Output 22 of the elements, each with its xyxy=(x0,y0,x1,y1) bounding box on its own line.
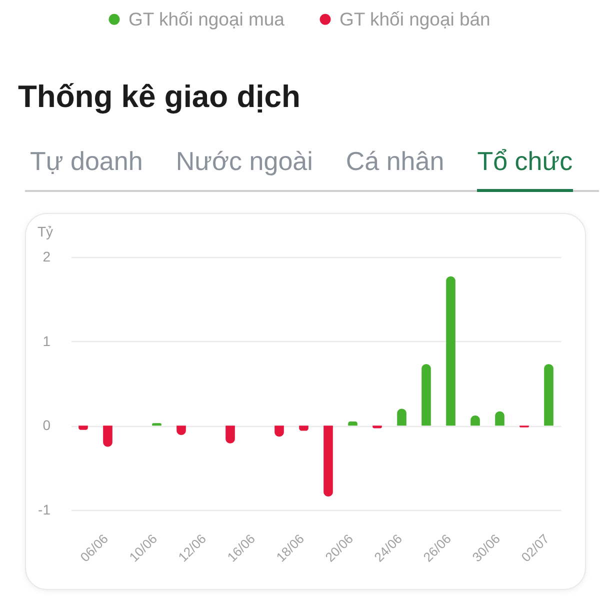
y-axis-title: Tỷ xyxy=(38,224,54,240)
bar xyxy=(152,423,162,426)
bar xyxy=(446,276,456,426)
y-tick-label: -1 xyxy=(38,502,51,518)
y-tick-label: 1 xyxy=(42,332,51,349)
bar xyxy=(103,426,112,447)
bar xyxy=(226,426,235,444)
bar xyxy=(544,364,554,426)
bar xyxy=(397,408,406,426)
text: Tự doanh xyxy=(30,146,143,177)
bar xyxy=(372,426,382,428)
y-tick-label: 2 xyxy=(42,248,51,264)
bar xyxy=(324,426,333,497)
legend-label: GT khối ngoại mua xyxy=(128,8,286,30)
bar xyxy=(422,364,431,426)
y-tick-label: 0 xyxy=(42,417,51,434)
chart-title: Thống kê giao dịch xyxy=(18,79,300,114)
text: Cá nhân xyxy=(346,146,444,177)
legend-label: GT khối ngoại bán xyxy=(340,8,490,30)
text: Nước ngoài xyxy=(176,146,313,177)
text: Tổ chức xyxy=(477,146,573,177)
bar xyxy=(78,426,88,430)
